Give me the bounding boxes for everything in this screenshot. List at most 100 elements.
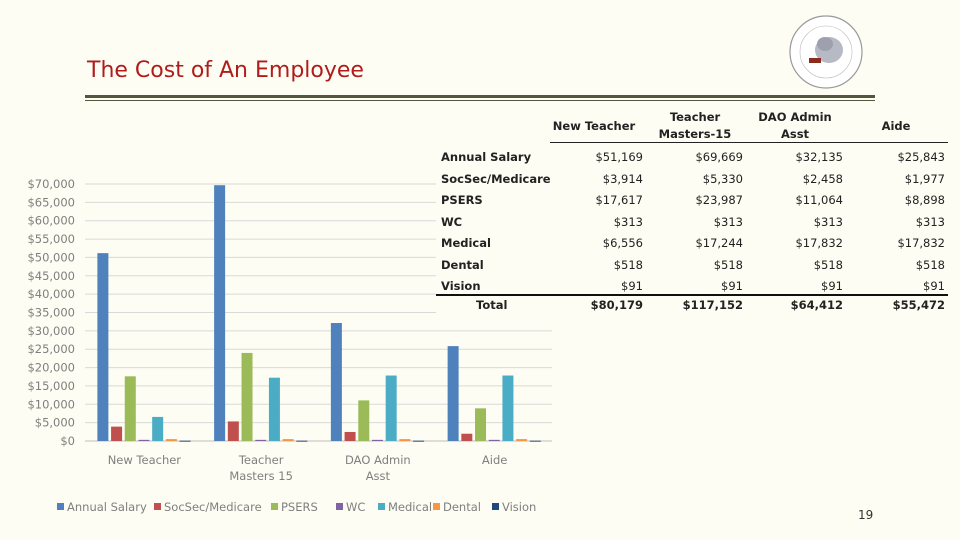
slide-title: The Cost of An Employee <box>87 58 364 83</box>
y-tick-label: $35,000 <box>27 306 75 320</box>
cell-value: $25,843 <box>897 150 945 164</box>
bar-annual-salary-0 <box>97 253 109 441</box>
table-row: Dental $518 $518 $518 $518 <box>436 258 948 278</box>
y-tick-label: $10,000 <box>27 397 75 411</box>
cell-value: $91 <box>821 279 843 293</box>
bar-psers-0 <box>124 376 136 441</box>
cell-value: $91 <box>721 279 743 293</box>
legend-swatch <box>271 503 278 510</box>
col-header: Aide <box>881 119 911 133</box>
legend-label: SocSec/Medicare <box>164 500 262 514</box>
bar-psers-1 <box>241 352 253 441</box>
legend-label: Medical <box>388 500 432 514</box>
cell-value: $313 <box>915 215 945 229</box>
cell-value: $2,458 <box>802 172 843 186</box>
cell-value: $17,832 <box>897 236 945 250</box>
cell-value: $17,617 <box>595 193 643 207</box>
table-row: SocSec/Medicare $3,914 $5,330 $2,458 $1,977 <box>436 172 948 192</box>
row-label: Medical <box>441 236 491 250</box>
col-header: New Teacher <box>552 119 636 133</box>
y-tick-label: $50,000 <box>27 250 75 264</box>
row-label: PSERS <box>441 193 483 207</box>
y-tick-label: $65,000 <box>27 195 75 209</box>
x-category-label: Aide <box>482 453 507 467</box>
bar-annual-salary-1 <box>214 185 226 441</box>
cell-value: $69,669 <box>695 150 743 164</box>
cell-value: $518 <box>613 258 643 272</box>
y-tick-label: $20,000 <box>27 361 75 375</box>
cell-value: $518 <box>915 258 945 272</box>
row-label: Annual Salary <box>441 150 532 164</box>
school-district-logo <box>789 15 863 89</box>
bar-wc-2 <box>371 439 383 441</box>
title-divider-thin <box>85 100 875 101</box>
legend-swatch <box>378 503 385 510</box>
bar-wc-3 <box>488 439 500 441</box>
bar-annual-salary-3 <box>447 346 459 441</box>
bar-wc-0 <box>138 439 150 441</box>
bar-dental-3 <box>516 439 528 441</box>
table-row: Vision $91 $91 $91 $91 <box>436 279 948 299</box>
table-row: Annual Salary $51,169 $69,669 $32,135 $25,84… <box>436 150 948 170</box>
cell-value: $518 <box>813 258 843 272</box>
cell-value: $32,135 <box>795 150 843 164</box>
cell-value: $3,914 <box>602 172 643 186</box>
bar-dental-0 <box>165 439 177 441</box>
page-number: 19 <box>858 508 874 522</box>
y-tick-label: $30,000 <box>27 324 75 338</box>
bar-vision-0 <box>179 440 191 442</box>
bar-wc-1 <box>255 439 267 441</box>
total-divider <box>436 294 948 296</box>
x-category-label: DAO Admin Asst <box>345 453 411 483</box>
bar-socsec-medicare-2 <box>344 431 356 441</box>
cell-value: $313 <box>813 215 843 229</box>
table-total-row: Total $80,179 $117,152 $64,412 $55,472 <box>436 298 948 318</box>
bar-medical-3 <box>502 375 514 441</box>
y-tick-label: $45,000 <box>27 269 75 283</box>
legend-label: PSERS <box>281 500 318 514</box>
bar-socsec-medicare-1 <box>227 421 239 441</box>
cell-value: $17,244 <box>695 236 743 250</box>
bar-socsec-medicare-0 <box>111 426 123 441</box>
cell-value: $6,556 <box>602 236 643 250</box>
table-row: Medical $6,556 $17,244 $17,832 $17,832 <box>436 236 948 256</box>
y-tick-label: $70,000 <box>27 177 75 191</box>
table-row: WC $313 $313 $313 $313 <box>436 215 948 235</box>
cell-value: $313 <box>713 215 743 229</box>
cell-value: $91 <box>923 279 945 293</box>
row-label: WC <box>441 215 463 229</box>
row-label: Total <box>476 298 508 312</box>
bar-annual-salary-2 <box>330 323 342 441</box>
table-row: PSERS $17,617 $23,987 $11,064 $8,898 <box>436 193 948 213</box>
bar-dental-2 <box>399 439 411 441</box>
bar-psers-2 <box>358 400 370 441</box>
cell-value: $23,987 <box>695 193 743 207</box>
x-category-label: Teacher Masters 15 <box>229 453 293 483</box>
legend-label: Annual Salary <box>67 500 147 514</box>
cell-value: $313 <box>613 215 643 229</box>
cell-value: $55,472 <box>892 298 945 312</box>
bar-dental-1 <box>282 439 294 441</box>
y-tick-label: $5,000 <box>35 416 75 430</box>
y-tick-label: $15,000 <box>27 379 75 393</box>
row-label: Vision <box>441 279 481 293</box>
legend-swatch <box>433 503 440 510</box>
cell-value: $17,832 <box>795 236 843 250</box>
cell-value: $64,412 <box>790 298 843 312</box>
cell-value: $5,330 <box>702 172 743 186</box>
bar-vision-3 <box>529 440 541 442</box>
cell-value: $51,169 <box>595 150 643 164</box>
cell-value: $1,977 <box>904 172 945 186</box>
legend-label: Dental <box>443 500 481 514</box>
row-label: Dental <box>441 258 484 272</box>
bar-medical-0 <box>152 416 164 441</box>
bar-vision-1 <box>296 440 308 442</box>
cell-value: $80,179 <box>590 298 643 312</box>
legend-label: WC <box>346 500 365 514</box>
cell-value: $8,898 <box>904 193 945 207</box>
bar-medical-1 <box>268 377 280 441</box>
y-tick-label: $55,000 <box>27 232 75 246</box>
bar-vision-2 <box>413 440 425 442</box>
bar-medical-2 <box>385 375 397 441</box>
